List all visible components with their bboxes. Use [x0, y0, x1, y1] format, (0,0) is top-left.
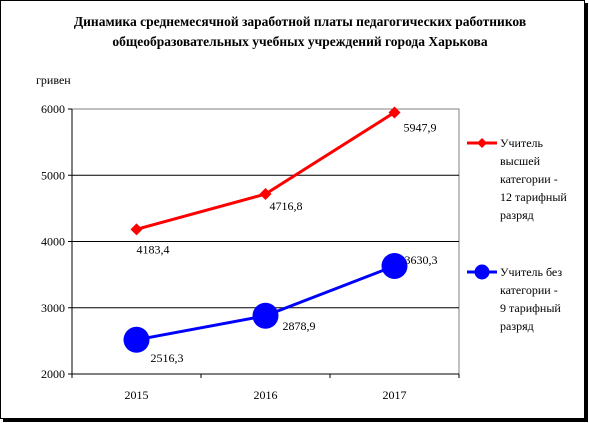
- data-point: [123, 326, 150, 353]
- series-1: 4183,4 4716,8 5947,9: [130, 106, 437, 256]
- data-label: 2516,3: [151, 351, 184, 365]
- data-point: [381, 252, 408, 279]
- data-label: 2878,9: [283, 319, 316, 333]
- data-label: 3630,3: [405, 253, 438, 267]
- legend-label-line: Учитель без: [500, 265, 562, 279]
- y-tick-label: 4000: [41, 235, 65, 249]
- legend-label-line: разряд: [500, 319, 534, 333]
- data-label: 4183,4: [137, 242, 170, 256]
- axes: 2000 3000 4000 5000 6000 2015 2016 2017: [41, 102, 460, 402]
- legend: Учитель высшей категории - 12 тарифный разря…: [467, 136, 567, 333]
- legend-label-line: 9 тарифный: [500, 301, 561, 315]
- series-2: 2516,3 2878,9 3630,3: [123, 252, 438, 365]
- data-point: [388, 106, 401, 119]
- data-label: 4716,8: [270, 199, 303, 213]
- legend-label-line: 12 тарифный: [500, 190, 567, 204]
- legend-label-line: разряд: [500, 208, 534, 222]
- legend-item-2: Учитель без категории - 9 тарифный разряд: [467, 264, 562, 333]
- y-tick-label: 6000: [41, 102, 65, 116]
- legend-swatch-marker: [474, 264, 490, 280]
- data-point: [130, 223, 143, 236]
- legend-swatch-marker: [477, 138, 487, 148]
- legend-item-1: Учитель высшей категории - 12 тарифный разря…: [467, 136, 567, 222]
- legend-label-line: категории -: [500, 283, 558, 297]
- legend-label-line: категории -: [500, 172, 558, 186]
- x-tick-label: 2016: [254, 388, 278, 402]
- y-tick-label: 5000: [41, 168, 65, 182]
- y-axis-label: гривен: [36, 73, 71, 87]
- chart-title: Динамика среднемесячной заработной платы…: [73, 14, 527, 49]
- series-layer: 4183,4 4716,8 5947,9 2516,3 2878,9 3630,3: [123, 106, 438, 365]
- x-tick-label: 2017: [383, 388, 407, 402]
- data-label: 5947,9: [404, 120, 437, 134]
- data-point: [259, 188, 272, 201]
- data-point: [252, 302, 279, 329]
- legend-label-line: Учитель: [500, 136, 544, 150]
- legend-label-line: высшей: [500, 154, 541, 168]
- y-tick-label: 3000: [41, 301, 65, 315]
- y-tick-label: 2000: [41, 367, 65, 381]
- x-tick-label: 2015: [125, 388, 149, 402]
